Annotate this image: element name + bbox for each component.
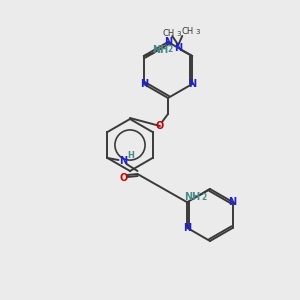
- Text: NH: NH: [184, 192, 200, 202]
- Text: N: N: [164, 37, 172, 47]
- Text: N: N: [229, 197, 237, 207]
- Text: N: N: [174, 43, 182, 53]
- Text: N: N: [183, 223, 191, 233]
- Text: H: H: [127, 152, 134, 160]
- Text: O: O: [156, 121, 164, 131]
- Text: 2: 2: [201, 193, 206, 202]
- Text: CH: CH: [181, 28, 194, 37]
- Text: CH: CH: [162, 29, 174, 38]
- Text: 3: 3: [195, 29, 200, 35]
- Text: N: N: [119, 156, 128, 166]
- Text: 3: 3: [176, 31, 181, 37]
- Text: O: O: [119, 173, 128, 183]
- Text: N: N: [188, 79, 196, 89]
- Text: NH: NH: [152, 45, 168, 55]
- Text: 2: 2: [167, 46, 172, 55]
- Text: N: N: [140, 79, 148, 89]
